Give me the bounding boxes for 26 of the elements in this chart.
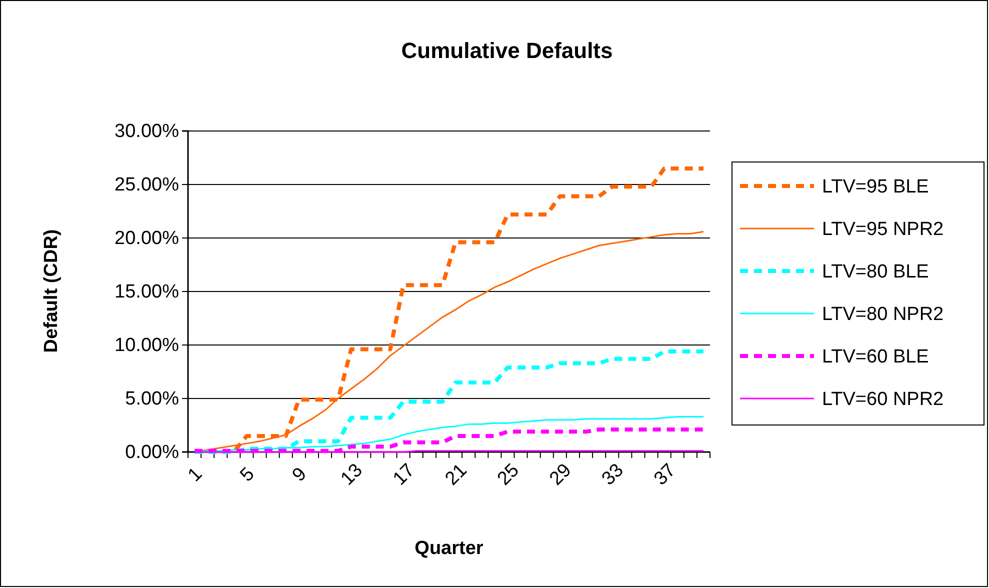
y-tick-label: 20.00% [114,228,180,250]
x-tick-label: 13 [337,460,367,490]
y-tick-label: 10.00% [114,335,180,356]
x-tick-label: 5 [236,464,259,486]
x-tick-label: 33 [598,460,628,490]
x-tick-label: 9 [288,464,311,486]
legend-label: LTV=95 BLE [822,176,929,198]
x-axis-title: Quarter [414,538,484,559]
y-tick-label: 15.00% [114,282,180,303]
x-tick-label: 29 [546,460,576,490]
x-tick-label: 1 [184,464,207,486]
legend-label: LTV=95 NPR2 [822,219,944,240]
y-tick-label: 0.00% [125,442,180,464]
x-tick-label: 25 [494,460,524,490]
y-axis-title: Default (CDR) [41,229,62,353]
y-tick-label: 25.00% [114,174,180,196]
chart-title: Cumulative Defaults [401,38,613,63]
legend-label: LTV=60 NPR2 [822,389,944,410]
legend-label: LTV=80 BLE [822,262,929,283]
x-tick-label: 21 [441,460,472,490]
x-tick-label: 37 [650,460,680,490]
legend-label: LTV=60 BLE [822,346,929,368]
y-tick-label: 5.00% [125,388,180,410]
x-tick-label: 17 [389,460,420,490]
y-tick-label: 30.00% [114,121,180,142]
legend-label: LTV=80 NPR2 [822,304,944,326]
